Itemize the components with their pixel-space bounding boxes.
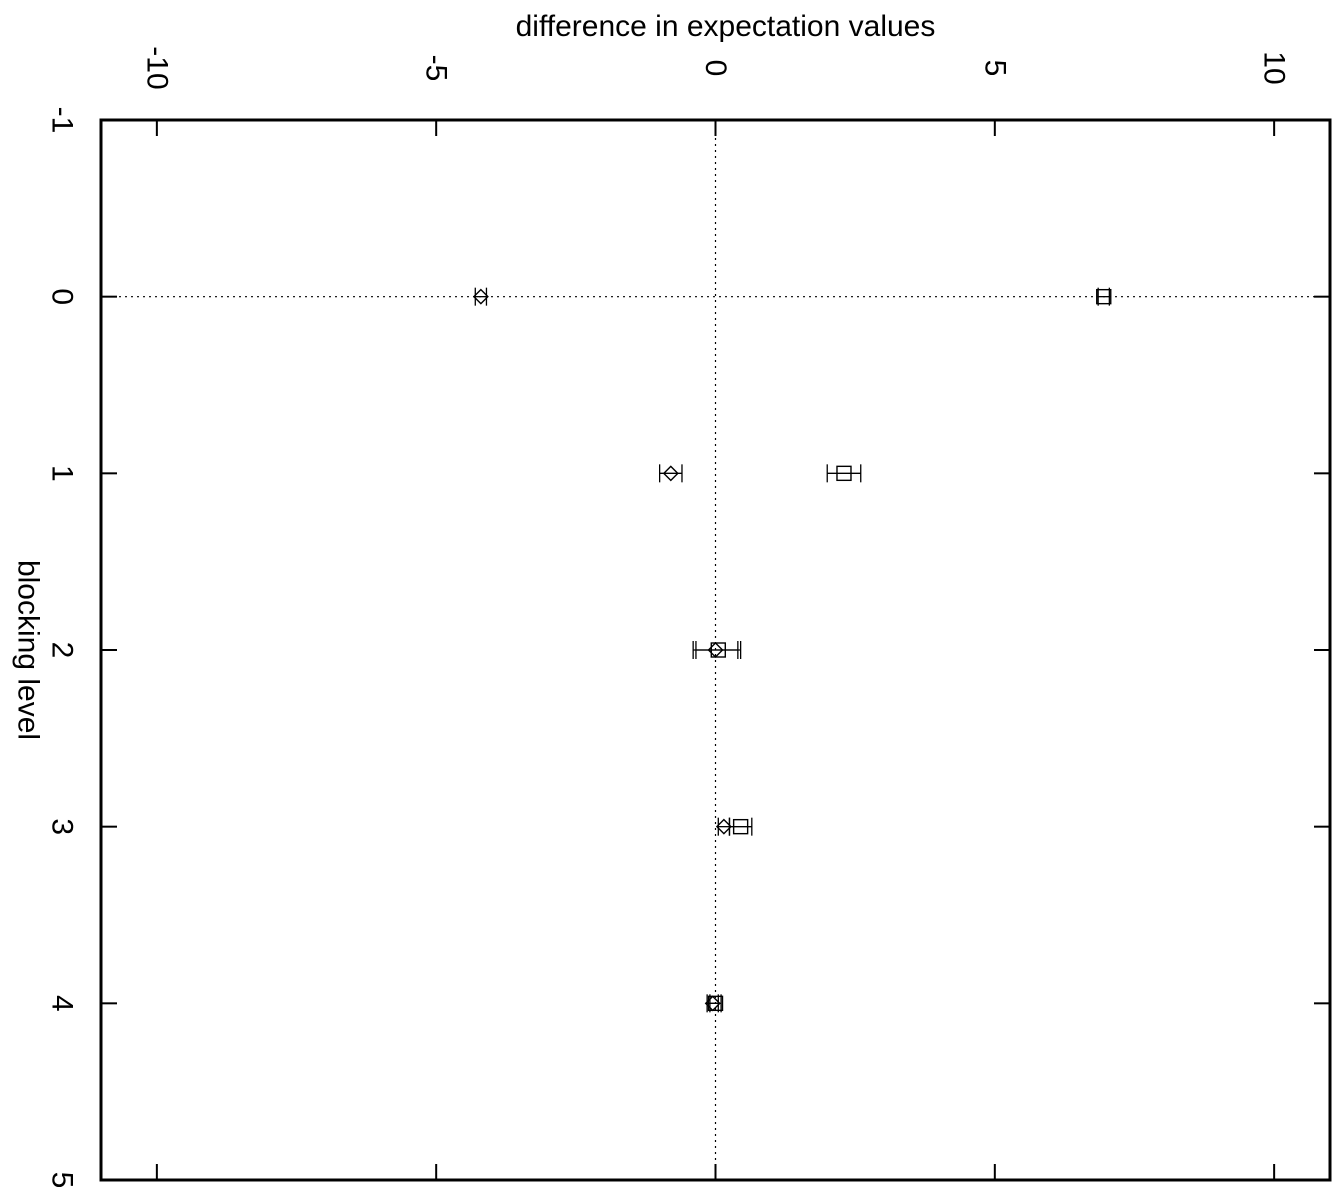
- level-tick-label: 2: [46, 642, 79, 659]
- diamond-point: [472, 287, 489, 306]
- level-tick-label: 5: [46, 1172, 79, 1189]
- level-tick-label: 3: [46, 818, 79, 835]
- value-tick-label: -10: [140, 46, 173, 89]
- level-tick-label: 4: [46, 995, 79, 1012]
- value-tick-label: 5: [978, 60, 1011, 77]
- square-marker: [836, 465, 852, 482]
- square-marker: [1096, 288, 1112, 305]
- diamond-point: [658, 464, 683, 483]
- value-tick-label: -5: [420, 55, 453, 82]
- square-point: [695, 641, 742, 659]
- level-tick-label: 1: [46, 465, 79, 482]
- square-marker: [710, 642, 726, 658]
- value-tick-label: 0: [699, 60, 732, 77]
- data-points: [472, 287, 1112, 1013]
- square-point: [826, 464, 862, 483]
- level-tick-label: -1: [46, 107, 79, 134]
- square-marker: [707, 995, 724, 1012]
- diamond-marker: [662, 465, 679, 482]
- diamond-marker: [715, 818, 732, 835]
- square-marker: [732, 818, 749, 835]
- diamond-marker: [472, 288, 489, 305]
- square-point: [728, 817, 753, 836]
- square-point: [1096, 287, 1112, 306]
- value-axis-title: difference in expectation values: [516, 10, 936, 43]
- square-point: [707, 994, 724, 1013]
- category-axis-title: blocking level: [12, 560, 45, 740]
- diamond-point: [715, 817, 732, 836]
- plot-frame: [99, 118, 1332, 1182]
- value-tick-label: 10: [1258, 51, 1291, 84]
- level-tick-label: 0: [46, 288, 79, 305]
